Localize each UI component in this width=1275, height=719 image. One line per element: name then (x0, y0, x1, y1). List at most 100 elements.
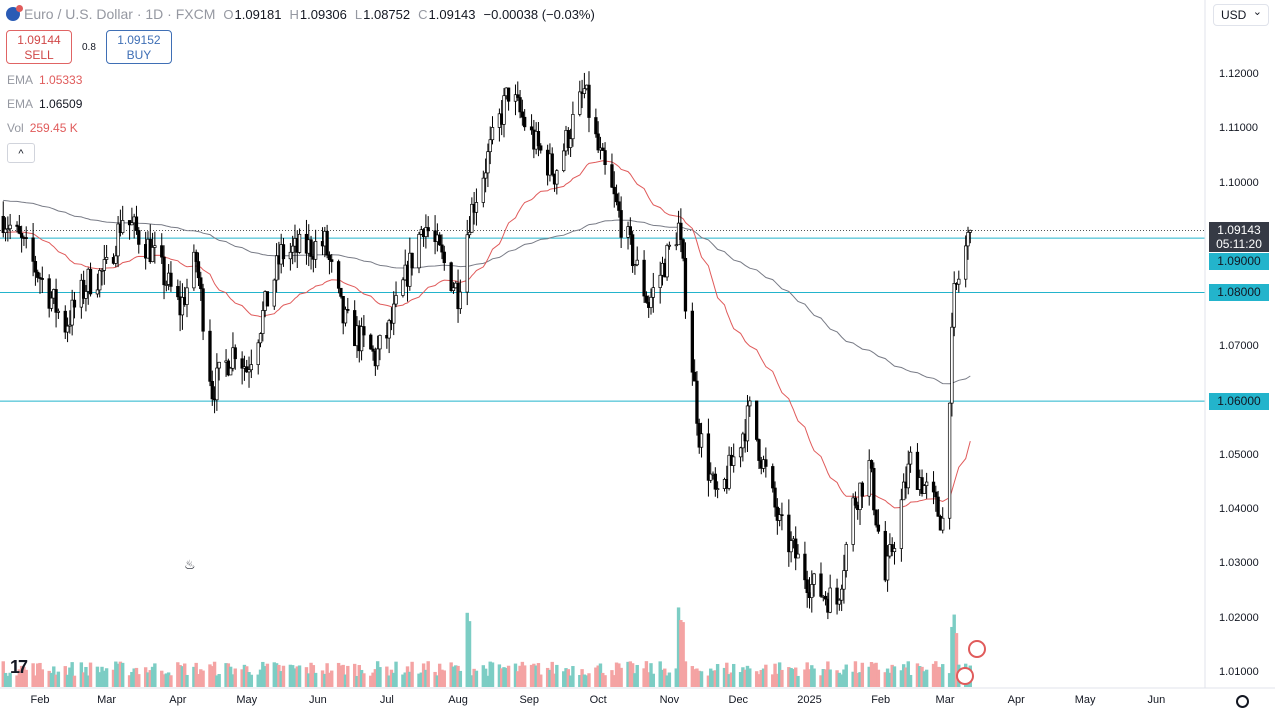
volume-bar (651, 673, 655, 687)
candle-up (715, 488, 720, 490)
volume-bar (288, 664, 293, 687)
volume-bar (54, 674, 58, 687)
economic-event-icon[interactable] (968, 640, 986, 658)
volume-bar (690, 666, 695, 687)
volume-bar (440, 669, 444, 687)
volume-bar (630, 663, 635, 687)
volume-bar (111, 669, 116, 687)
volume-bar (449, 662, 453, 687)
volume-bar (199, 669, 203, 687)
candle-up (313, 241, 318, 260)
candle-up (467, 231, 472, 236)
volume-bar (481, 665, 486, 687)
volume-bar (228, 666, 233, 687)
legend-ema-fast[interactable]: EMA 1.05333 (7, 73, 82, 87)
candle-up (274, 255, 279, 281)
volume-bar (952, 614, 956, 687)
volume-bar (169, 675, 173, 687)
candle-up (470, 203, 474, 233)
low-value: 1.08752 (363, 6, 411, 22)
volume-bar (888, 672, 892, 687)
volume-bar (674, 668, 678, 687)
sell-button[interactable]: 1.09144 SELL (6, 30, 72, 64)
candle-down (603, 150, 607, 165)
volume-bar (435, 675, 440, 687)
candle-up (490, 127, 495, 141)
volume-bar (738, 672, 743, 687)
volume-bar (612, 675, 616, 687)
candle-down (194, 251, 198, 262)
volume-bar (100, 666, 104, 687)
currency-select[interactable]: USD (1213, 2, 1269, 26)
volume-bar (95, 666, 100, 687)
candle-down (860, 482, 864, 497)
volume-bar (789, 667, 793, 687)
buy-price: 1.09152 (117, 33, 161, 47)
volume-bar (490, 662, 495, 687)
symbol-title[interactable]: Euro / U.S. Dollar · 1D · FXCM (24, 6, 216, 22)
settings-icon[interactable] (1236, 695, 1249, 708)
level-price-label: 1.06000 (1209, 393, 1269, 411)
volume-bar (295, 666, 299, 687)
candle-up (98, 270, 102, 291)
volume-bar (15, 675, 19, 687)
volume-bar (454, 665, 458, 687)
volume-bar (660, 669, 665, 687)
candle-down (757, 439, 761, 461)
volume-bar (486, 675, 490, 687)
candle-down (506, 87, 511, 102)
volume-bar (506, 665, 511, 687)
volume-bar (226, 663, 231, 687)
candle-up (256, 342, 260, 366)
candle-up (258, 333, 263, 344)
tradingview-logo[interactable]: 17 (10, 657, 28, 677)
volume-bar (33, 675, 38, 687)
candle-up (828, 587, 832, 613)
volume-bar (265, 663, 270, 687)
candle-up (359, 326, 364, 352)
volume-bar (153, 663, 157, 687)
candle-down (233, 347, 237, 360)
candle-down (371, 348, 375, 352)
volume-bar (603, 675, 607, 687)
collapse-legend-button[interactable]: ^ (7, 143, 35, 163)
volume-bar (699, 671, 704, 687)
legend-ema-slow[interactable]: EMA 1.06509 (7, 97, 82, 111)
candle-up (968, 229, 972, 233)
candle-down (617, 201, 621, 211)
candle-down (210, 380, 214, 400)
volume-bar (474, 670, 479, 687)
legend-name: EMA (7, 73, 34, 87)
volume-bar (761, 668, 766, 687)
candle-up (738, 447, 743, 458)
volume-bar (950, 626, 954, 687)
legend-volume[interactable]: Vol 259.45 K (7, 121, 78, 135)
volume-bar (201, 670, 205, 687)
volume-bar (594, 667, 598, 687)
volume-bar (417, 673, 421, 687)
level-price-label: 1.09000 (1209, 253, 1269, 270)
volume-bar (715, 664, 720, 687)
us-event-flag-icon[interactable] (956, 667, 974, 685)
volume-bar (114, 661, 118, 687)
candle-down (596, 133, 600, 151)
candle-up (665, 245, 669, 278)
time-tick: Mar (935, 694, 955, 706)
volume-bar (582, 674, 587, 687)
candle-up (957, 278, 961, 285)
candle-down (619, 210, 623, 238)
candle-up (272, 279, 276, 307)
candle-down (594, 117, 598, 135)
volume-bar (642, 668, 646, 687)
candle-down (36, 271, 40, 278)
volume-bar (180, 666, 185, 687)
volume-bar (22, 666, 26, 687)
volume-bar (545, 667, 550, 687)
volume-bar (311, 665, 316, 687)
candle-down (628, 226, 632, 236)
buy-button[interactable]: 1.09152 BUY (105, 30, 172, 64)
legend-name: Vol (7, 121, 24, 135)
volume-bar (794, 667, 798, 687)
candle-up (748, 400, 752, 407)
